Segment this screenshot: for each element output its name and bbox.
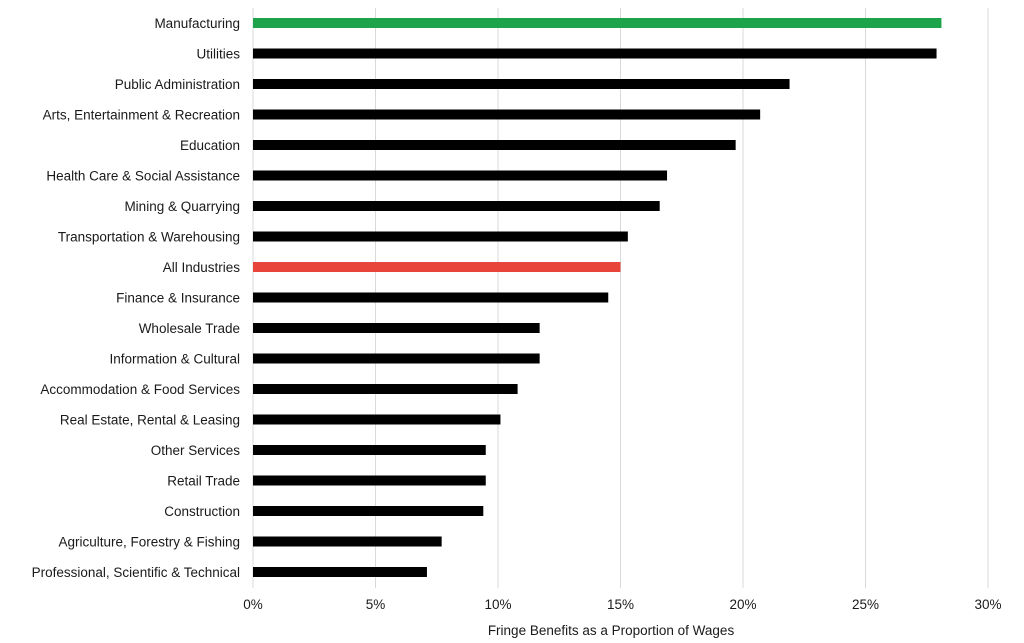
x-tick-label: 30% — [974, 597, 1001, 612]
bar — [253, 414, 501, 425]
bar — [253, 79, 790, 89]
bar — [253, 567, 427, 577]
category-label: Health Care & Social Assistance — [46, 169, 240, 184]
bar — [253, 231, 628, 242]
bar — [253, 262, 621, 272]
bar — [253, 18, 942, 28]
bar — [253, 201, 660, 211]
x-tick-label: 20% — [729, 597, 756, 612]
category-label: Accommodation & Food Services — [40, 382, 240, 397]
category-label: Arts, Entertainment & Recreation — [43, 108, 240, 123]
category-label: Wholesale Trade — [139, 321, 240, 336]
category-label: Real Estate, Rental & Leasing — [60, 413, 240, 428]
x-tick-label: 15% — [607, 597, 634, 612]
category-label: Transportation & Warehousing — [58, 230, 240, 245]
x-tick-label: 5% — [366, 597, 386, 612]
bar — [253, 475, 486, 486]
x-tick-labels: 0% 5% 10% 15% 20% 25% 30% — [243, 597, 1001, 612]
category-labels: Manufacturing Utilities Public Administrat… — [32, 16, 241, 580]
category-label: Manufacturing — [154, 16, 240, 31]
bar — [253, 536, 442, 547]
category-label: Professional, Scientific & Technical — [32, 565, 240, 580]
x-tick-label: 25% — [852, 597, 879, 612]
x-axis-title: Fringe Benefits as a Proportion of Wages — [488, 623, 735, 638]
bar — [253, 48, 937, 59]
category-label: Retail Trade — [167, 474, 240, 489]
x-tick-label: 0% — [243, 597, 263, 612]
bar — [253, 170, 668, 181]
category-label: Public Administration — [115, 77, 240, 92]
bar — [253, 292, 609, 303]
category-label: Education — [180, 138, 240, 153]
category-label: All Industries — [163, 260, 241, 275]
bar — [253, 109, 761, 120]
bar — [253, 506, 484, 516]
category-label: Mining & Quarrying — [124, 199, 240, 214]
bar — [253, 384, 518, 394]
bars — [253, 18, 942, 577]
category-label: Utilities — [196, 47, 240, 62]
category-label: Construction — [164, 504, 240, 519]
bar — [253, 323, 540, 333]
category-label: Other Services — [151, 443, 241, 458]
category-label: Information & Cultural — [109, 352, 240, 367]
bar — [253, 445, 486, 455]
bar — [253, 353, 540, 364]
category-label: Finance & Insurance — [116, 291, 240, 306]
x-tick-label: 10% — [484, 597, 511, 612]
category-label: Agriculture, Forestry & Fishing — [58, 535, 240, 550]
bar — [253, 140, 736, 150]
